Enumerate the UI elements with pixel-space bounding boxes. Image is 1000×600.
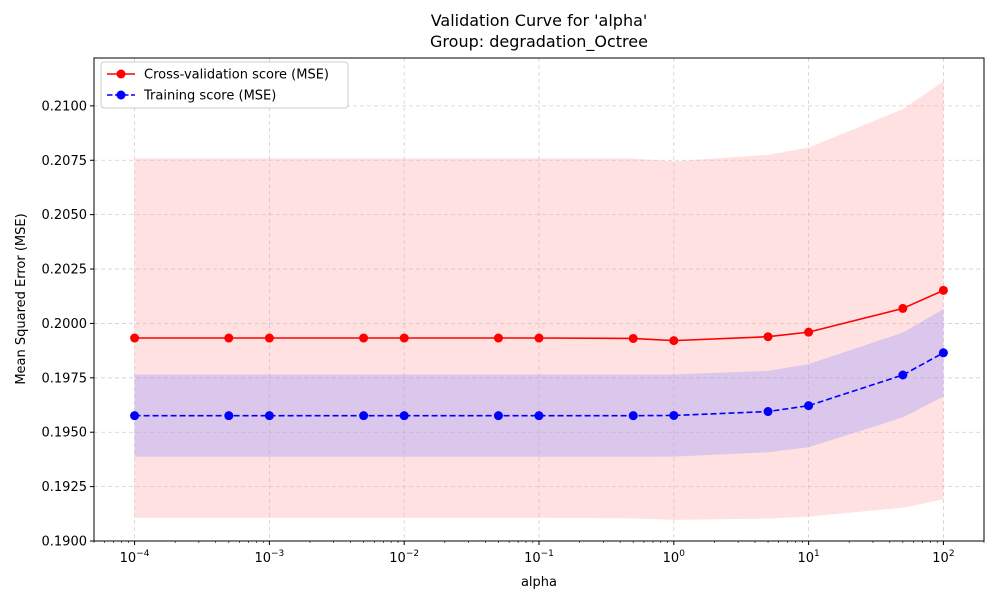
point-cv [534, 333, 544, 343]
point-train [493, 411, 503, 421]
x-tick-label: 10−3 [254, 549, 284, 566]
point-cv [669, 336, 679, 346]
y-tick-label: 0.1950 [42, 426, 88, 441]
legend-box [100, 61, 349, 109]
chart-title-line2: Group: degradation_Octree [430, 32, 648, 52]
point-train [359, 411, 369, 421]
y-tick-label: 0.2025 [42, 263, 88, 278]
point-cv [493, 333, 503, 343]
y-tick-label: 0.2100 [42, 99, 88, 114]
y-axis-ticks: 0.1900 0.1925 0.1950 0.1975 0.2000 0.2025 0.20… [42, 99, 94, 550]
point-cv [898, 303, 908, 313]
point-train [264, 411, 274, 421]
legend-marker-train [116, 90, 126, 100]
x-tick-label: 10−2 [389, 549, 419, 566]
y-axis-label: Mean Squared Error (MSE) [14, 213, 29, 384]
legend-label-train: Training score (MSE) [143, 89, 276, 104]
legend-marker-cv [116, 69, 126, 79]
x-tick-label: 101 [797, 549, 819, 566]
point-cv [938, 285, 948, 295]
point-train [534, 411, 544, 421]
x-axis-label: alpha [521, 575, 557, 590]
y-tick-label: 0.2000 [42, 317, 88, 332]
point-cv [628, 333, 638, 343]
series-points [130, 285, 948, 421]
band-cv [134, 81, 944, 520]
point-train [130, 411, 140, 421]
point-cv [359, 333, 369, 343]
legend: Cross-validation score (MSE) Training sc… [100, 61, 349, 109]
chart-title-line1: Validation Curve for 'alpha' [431, 11, 648, 30]
confidence-bands [134, 81, 944, 520]
point-train [804, 401, 814, 411]
point-train [669, 410, 679, 420]
point-train [628, 411, 638, 421]
y-tick-label: 0.1900 [42, 535, 88, 550]
point-cv [399, 333, 409, 343]
y-tick-label: 0.1975 [42, 371, 88, 386]
point-train [898, 370, 908, 380]
point-cv [763, 332, 773, 342]
point-train [763, 407, 773, 417]
y-tick-label: 0.2050 [42, 208, 88, 223]
x-tick-label: 102 [932, 549, 954, 566]
point-train [224, 411, 234, 421]
x-tick-label: 10−4 [120, 549, 150, 566]
y-tick-label: 0.1925 [42, 480, 88, 495]
band-train [134, 309, 944, 457]
x-axis-ticks: 10−4 10−3 10−2 10−1 100 101 102 [93, 541, 985, 566]
point-cv [804, 327, 814, 337]
point-cv [224, 333, 234, 343]
point-cv [130, 333, 140, 343]
x-tick-label: 10−1 [524, 549, 554, 566]
point-cv [264, 333, 274, 343]
point-train [399, 411, 409, 421]
point-train [938, 348, 948, 358]
x-tick-label: 100 [663, 549, 686, 566]
legend-label-cv: Cross-validation score (MSE) [144, 68, 329, 83]
y-tick-label: 0.2075 [42, 154, 88, 169]
